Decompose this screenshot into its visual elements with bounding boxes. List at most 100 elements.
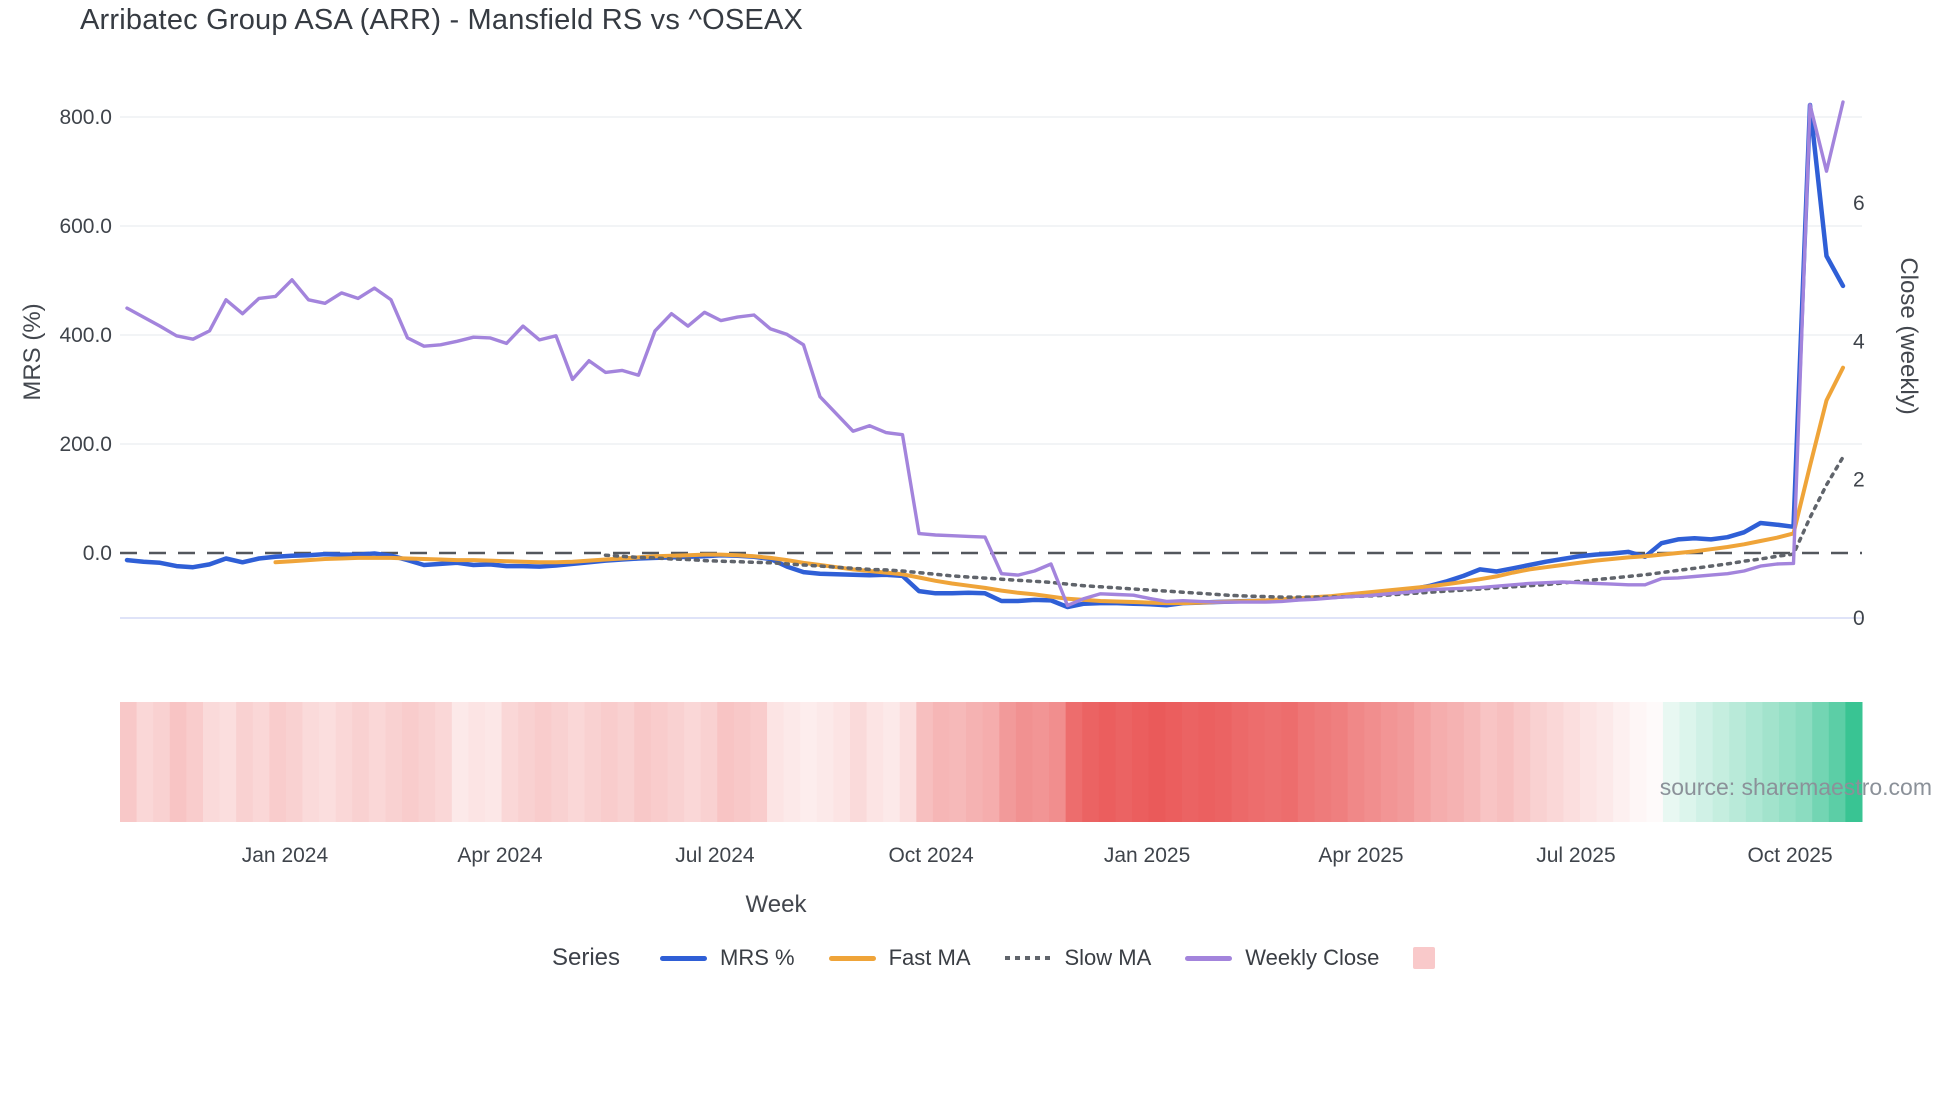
heat-cell bbox=[1281, 702, 1299, 822]
heat-cell bbox=[949, 702, 967, 822]
heat-cell bbox=[1563, 702, 1581, 822]
mrs-line-swatch-icon bbox=[660, 955, 708, 961]
y-left-tick-label: 600.0 bbox=[59, 215, 112, 238]
heat-cell bbox=[899, 702, 917, 822]
y-right-tick-label: 0 bbox=[1853, 607, 1865, 630]
heat-cell bbox=[733, 702, 751, 822]
legend-item-mrs[interactable]: MRS % bbox=[660, 945, 795, 971]
heat-cell bbox=[932, 702, 951, 822]
heat-cell bbox=[501, 702, 519, 822]
heat-cell bbox=[1480, 702, 1498, 822]
heat-cell bbox=[352, 702, 370, 822]
x-axis-title: Week bbox=[745, 891, 807, 918]
heat-cell bbox=[1231, 702, 1249, 822]
heat-cell bbox=[435, 702, 453, 822]
heat-cell bbox=[1646, 702, 1664, 822]
heat-cell bbox=[1380, 702, 1398, 822]
heat-cell bbox=[1662, 702, 1680, 822]
legend: Series MRS % Fast MA Slow MA Weekly Clos… bbox=[552, 944, 1436, 972]
heat-cell bbox=[202, 702, 221, 822]
legend-title: Series bbox=[552, 944, 621, 971]
heat-cell bbox=[319, 702, 337, 822]
heat-cell bbox=[1613, 702, 1631, 822]
heat-cell bbox=[650, 702, 668, 822]
legend-item-label: MRS % bbox=[720, 945, 795, 970]
fast-ma-line-swatch-icon bbox=[828, 955, 876, 961]
heat-cell bbox=[1696, 702, 1714, 822]
heat-cell bbox=[1115, 702, 1133, 822]
legend-item-fast-ma[interactable]: Fast MA bbox=[828, 945, 971, 971]
heat-cell bbox=[601, 702, 619, 822]
heat-cell bbox=[1579, 702, 1598, 822]
x-tick-label: Jan 2024 bbox=[242, 844, 329, 867]
heat-cell bbox=[136, 702, 154, 822]
chart-title: Arribatec Group ASA (ARR) - Mansfield RS… bbox=[80, 4, 804, 36]
heat-cell bbox=[1198, 702, 1216, 822]
heat-cell bbox=[1828, 702, 1846, 822]
x-tick-label: Apr 2025 bbox=[1318, 844, 1403, 867]
heat-cell bbox=[219, 702, 237, 822]
heat-cell bbox=[1430, 702, 1448, 822]
slow-ma-dotted-swatch-icon bbox=[1004, 956, 1052, 960]
heat-cell bbox=[236, 702, 254, 822]
x-tick-label: Oct 2024 bbox=[888, 844, 974, 867]
heat-cell bbox=[1214, 702, 1233, 822]
heat-cell bbox=[617, 702, 635, 822]
legend-item-slow-ma[interactable]: Slow MA bbox=[1004, 945, 1152, 971]
heat-cell bbox=[534, 702, 552, 822]
heat-cell bbox=[418, 702, 436, 822]
heat-cell bbox=[1297, 702, 1316, 822]
heat-cell bbox=[1414, 702, 1432, 822]
heat-cell bbox=[1845, 702, 1863, 822]
heat-cell bbox=[783, 702, 801, 822]
heat-cell bbox=[1032, 702, 1050, 822]
heat-cell bbox=[153, 702, 171, 822]
heat-cell bbox=[1729, 702, 1747, 822]
heat-cell bbox=[700, 702, 718, 822]
legend-item-label: Weekly Close bbox=[1245, 945, 1380, 970]
heat-cell bbox=[169, 702, 187, 822]
heat-cell bbox=[1264, 702, 1282, 822]
heat-cell bbox=[800, 702, 818, 822]
heat-cell bbox=[302, 702, 320, 822]
heat-cell bbox=[1530, 702, 1548, 822]
x-tick-label: Jul 2025 bbox=[1536, 844, 1615, 867]
heat-cell bbox=[1314, 702, 1332, 822]
heat-cell bbox=[567, 702, 586, 822]
y-right-tick-label: 4 bbox=[1853, 330, 1865, 353]
heat-cell bbox=[1248, 702, 1266, 822]
heat-cell bbox=[750, 702, 768, 822]
heat-cell bbox=[1762, 702, 1780, 822]
heat-cell bbox=[468, 702, 486, 822]
x-tick-label: Apr 2024 bbox=[457, 844, 543, 867]
mrs--line bbox=[124, 102, 1846, 610]
heat-cell bbox=[1331, 702, 1349, 822]
x-tick-label: Jan 2025 bbox=[1104, 844, 1190, 867]
legend-item-weekly-close[interactable]: Weekly Close bbox=[1185, 945, 1379, 971]
legend-item-label: Fast MA bbox=[888, 945, 971, 970]
heat-cell bbox=[1098, 702, 1116, 822]
heat-cell bbox=[684, 702, 702, 822]
heat-cell bbox=[1779, 702, 1797, 822]
heat-cell bbox=[484, 702, 503, 822]
y-right-tick-label: 2 bbox=[1853, 469, 1865, 492]
heat-cell bbox=[1596, 702, 1614, 822]
legend-item-label: Slow MA bbox=[1064, 945, 1152, 970]
heat-cell bbox=[385, 702, 403, 822]
heat-cell bbox=[1364, 702, 1382, 822]
heat-cell bbox=[1812, 702, 1830, 822]
heat-cell bbox=[1795, 702, 1813, 822]
heat-cell bbox=[518, 702, 536, 822]
y-left-tick-label: 200.0 bbox=[59, 433, 112, 456]
heat-cell bbox=[1082, 702, 1100, 822]
heat-cell bbox=[1497, 702, 1515, 822]
heat-cell bbox=[551, 702, 569, 822]
heat-cell bbox=[584, 702, 602, 822]
source-watermark: source: sharemaestro.com bbox=[1659, 774, 1932, 800]
heat-cell bbox=[849, 702, 868, 822]
y-left-tick-label: 400.0 bbox=[59, 324, 112, 347]
heat-cell bbox=[1679, 702, 1697, 822]
heatmap-swatch-icon[interactable] bbox=[1413, 947, 1436, 969]
